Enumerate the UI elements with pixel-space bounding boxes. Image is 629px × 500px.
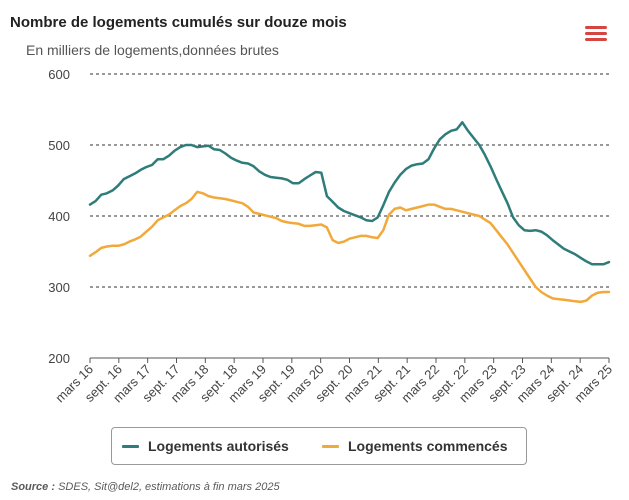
menu-bar — [585, 26, 607, 29]
legend-swatch — [322, 444, 339, 448]
legend-label: Logements autorisés — [148, 438, 289, 454]
legend-item-autorises[interactable]: Logements autorisés — [122, 428, 289, 464]
legend-swatch — [122, 444, 139, 448]
series-line-autorises — [88, 121, 611, 266]
y-tick-label: 300 — [48, 280, 70, 295]
y-tick-label: 600 — [48, 67, 70, 82]
y-tick-label: 400 — [48, 209, 70, 224]
source-label: Source : — [11, 481, 56, 493]
y-tick-label: 200 — [48, 351, 70, 366]
chart-legend: Logements autorisés Logements commencés — [111, 427, 527, 465]
menu-bar — [585, 32, 607, 35]
chart-title: Nombre de logements cumulés sur douze mo… — [10, 14, 347, 31]
chart-subtitle: En milliers de logements,données brutes — [26, 42, 279, 58]
legend-item-commences[interactable]: Logements commencés — [322, 428, 508, 464]
source-text: SDES, Sit@del2, estimations à fin mars 2… — [55, 481, 280, 493]
y-tick-label: 500 — [48, 138, 70, 153]
legend-label: Logements commencés — [348, 438, 508, 454]
series-line-commences — [88, 190, 611, 304]
menu-bar — [585, 38, 607, 41]
source-note: Source : SDES, Sit@del2, estimations à f… — [11, 481, 280, 493]
hamburger-menu-icon[interactable] — [585, 25, 607, 43]
